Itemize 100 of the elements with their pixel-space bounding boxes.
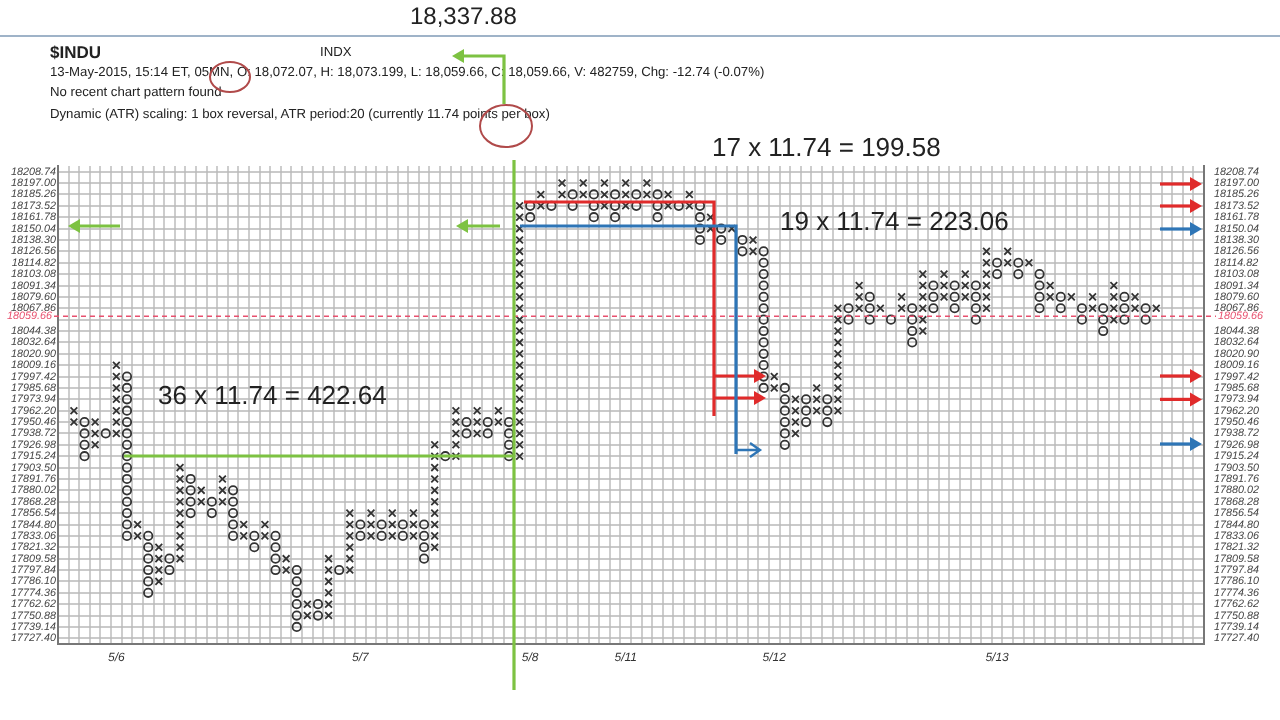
point [1067,292,1076,302]
point [79,416,90,428]
point [928,291,939,302]
point [758,280,769,291]
point [185,496,196,507]
point [567,189,578,200]
point [885,314,897,325]
point [291,576,302,587]
point [291,564,302,576]
point [631,189,642,200]
point [949,303,960,314]
point [949,280,960,291]
point [121,451,133,462]
point [121,428,133,439]
point [249,530,260,541]
point [1076,303,1088,314]
point [482,428,493,439]
point [822,405,833,416]
point [270,542,281,553]
point [143,542,154,553]
point [779,428,790,439]
point [100,428,111,439]
point [991,257,1003,268]
point [227,485,239,496]
point [843,314,854,325]
point [1034,280,1045,291]
point [843,303,854,314]
annotation: 36 x 11.74 = 422.64 [158,380,387,410]
point [143,553,154,564]
point [779,439,790,450]
point [270,564,281,576]
point [206,496,217,507]
point [1034,303,1045,314]
point [1034,269,1045,280]
point [312,599,324,610]
point [376,519,387,530]
point [206,508,217,519]
point [418,553,430,564]
point [1024,258,1034,268]
point [482,416,493,428]
point [418,542,430,553]
point [376,530,387,541]
point [270,530,281,541]
point [609,189,621,200]
point [758,303,769,314]
chart-title: $INDU [50,42,102,62]
point [1119,291,1130,302]
point [121,416,133,428]
annotation: 19 x 11.74 = 223.06 [780,206,1009,236]
point [185,473,196,485]
point [1151,303,1161,313]
point [758,246,769,257]
point [758,360,769,371]
point [227,519,239,530]
point [737,246,748,257]
point [991,269,1003,280]
point [1119,303,1130,314]
point [143,576,154,587]
point [1076,314,1088,325]
point [227,496,239,507]
point [418,530,430,541]
point [907,314,918,325]
point [397,530,408,541]
point [291,599,302,610]
point [121,485,133,496]
point [907,337,918,348]
point [164,564,175,576]
point [949,291,960,302]
point [334,564,345,576]
point [418,519,430,530]
point [907,325,918,337]
point [1034,291,1045,302]
point [970,280,981,291]
point [312,610,324,621]
point [1098,325,1109,337]
point [779,394,790,405]
point [121,439,133,450]
point [822,416,833,428]
point [652,189,663,200]
point [79,451,90,462]
point [164,553,175,564]
point [758,337,769,348]
point [461,428,472,439]
point [79,439,90,450]
point [822,394,833,405]
point [970,291,981,302]
point [779,416,790,428]
point [249,542,260,553]
point [143,564,154,576]
point [185,508,196,519]
point [227,530,239,541]
point [800,405,812,416]
point [694,234,706,246]
point [121,371,133,382]
point [928,303,939,314]
point [1098,314,1109,325]
point [291,621,302,633]
point [716,234,727,246]
point [121,508,133,519]
point [355,530,366,541]
